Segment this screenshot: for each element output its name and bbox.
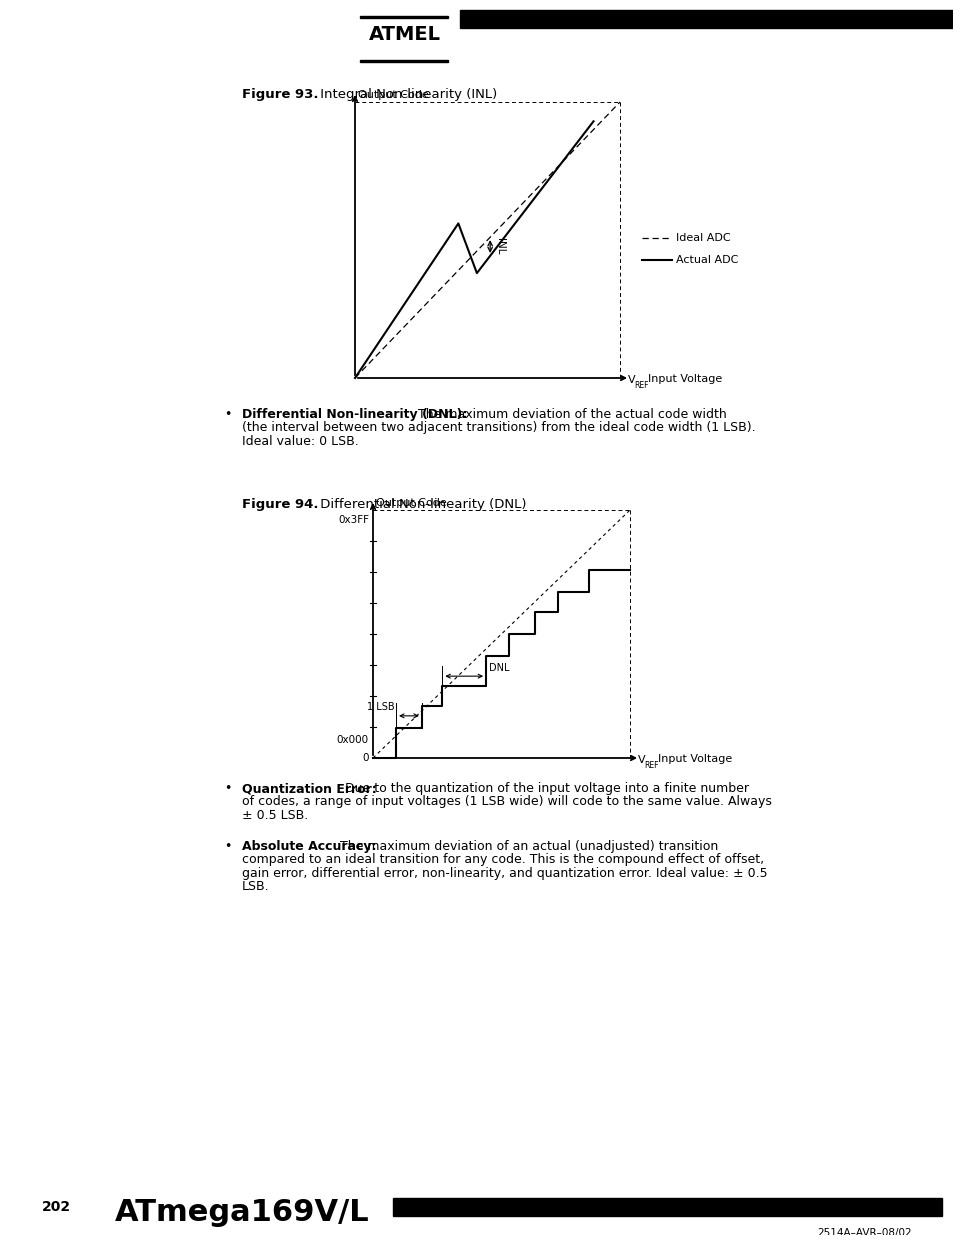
Text: REF: REF <box>634 380 648 389</box>
Text: Integral Non-linearity (INL): Integral Non-linearity (INL) <box>315 88 497 101</box>
Text: Due to the quantization of the input voltage into a finite number: Due to the quantization of the input vol… <box>340 782 748 795</box>
Bar <box>359 61 448 62</box>
Text: 0: 0 <box>362 753 369 763</box>
Text: Ideal value: 0 LSB.: Ideal value: 0 LSB. <box>242 435 358 448</box>
Bar <box>357 10 450 62</box>
Text: 202: 202 <box>42 1200 71 1214</box>
Text: Figure 93.: Figure 93. <box>242 88 318 101</box>
Text: Actual ADC: Actual ADC <box>676 254 738 266</box>
Text: compared to an ideal transition for any code. This is the compound effect of off: compared to an ideal transition for any … <box>242 853 763 867</box>
Text: •: • <box>224 782 232 795</box>
Text: Quantization Error:: Quantization Error: <box>242 782 376 795</box>
Text: Differential Non-linearity (DNL): Differential Non-linearity (DNL) <box>315 498 526 511</box>
Bar <box>393 1198 941 1216</box>
Text: REF: REF <box>644 761 659 769</box>
Text: 0x000: 0x000 <box>336 735 369 745</box>
Text: Differential Non-linearity (DNL):: Differential Non-linearity (DNL): <box>242 408 467 421</box>
Text: of codes, a range of input voltages (1 LSB wide) will code to the same value. Al: of codes, a range of input voltages (1 L… <box>242 795 771 809</box>
Text: LSB.: LSB. <box>242 881 270 893</box>
Text: INL: INL <box>495 238 505 254</box>
Text: ± 0.5 LSB.: ± 0.5 LSB. <box>242 809 308 823</box>
Text: ATMEL: ATMEL <box>369 26 440 44</box>
Text: The maximum deviation of an actual (unadjusted) transition: The maximum deviation of an actual (unad… <box>335 840 717 853</box>
Text: Output Code: Output Code <box>375 498 446 508</box>
Text: (the interval between two adjacent transitions) from the ideal code width (1 LSB: (the interval between two adjacent trans… <box>242 421 755 435</box>
Text: Absolute Accuracy:: Absolute Accuracy: <box>242 840 376 853</box>
Bar <box>459 10 953 28</box>
Text: 0x3FF: 0x3FF <box>337 515 369 525</box>
Bar <box>359 16 448 19</box>
Text: •: • <box>224 840 232 853</box>
Text: Ideal ADC: Ideal ADC <box>676 233 730 243</box>
Text: 1 LSB: 1 LSB <box>366 701 394 711</box>
Text: •: • <box>224 408 232 421</box>
Text: ATmega169V/L: ATmega169V/L <box>115 1198 369 1228</box>
Text: Input Voltage: Input Voltage <box>647 374 721 384</box>
Text: Input Voltage: Input Voltage <box>658 755 732 764</box>
Text: Output Code: Output Code <box>357 90 428 100</box>
Text: Figure 94.: Figure 94. <box>242 498 318 511</box>
Text: gain error, differential error, non-linearity, and quantization error. Ideal val: gain error, differential error, non-line… <box>242 867 767 881</box>
Text: V: V <box>627 375 635 385</box>
Text: DNL: DNL <box>489 663 509 673</box>
Text: 2514A–AVR–08/02: 2514A–AVR–08/02 <box>817 1228 911 1235</box>
Text: The maximum deviation of the actual code width: The maximum deviation of the actual code… <box>414 408 725 421</box>
Text: V: V <box>638 755 645 764</box>
